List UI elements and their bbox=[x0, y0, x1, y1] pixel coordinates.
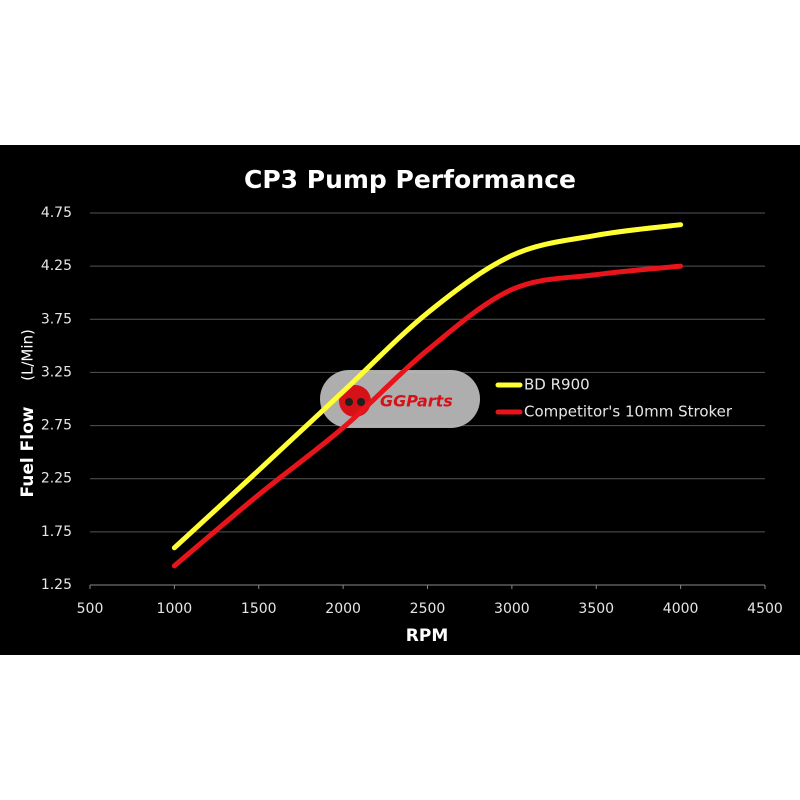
x-tick-label: 3000 bbox=[494, 601, 530, 617]
x-tick-label: 4000 bbox=[663, 601, 699, 617]
x-tick-label: 4500 bbox=[747, 601, 783, 617]
x-tick-label: 3500 bbox=[578, 601, 614, 617]
y-tick-label: 1.75 bbox=[41, 524, 72, 540]
series-line bbox=[171, 222, 684, 551]
x-tick-label: 1000 bbox=[157, 601, 193, 617]
series-line bbox=[171, 263, 684, 569]
watermark: GGParts bbox=[320, 370, 480, 428]
y-tick-label: 2.75 bbox=[41, 418, 72, 434]
legend-label: BD R900 bbox=[524, 376, 590, 394]
watermark-icon-eye bbox=[357, 398, 365, 406]
legend-label: Competitor's 10mm Stroker bbox=[524, 403, 733, 421]
y-axis-unit: (L/Min) bbox=[19, 329, 37, 381]
x-axis-label: RPM bbox=[406, 626, 448, 646]
x-tick-label: 2000 bbox=[325, 601, 361, 617]
y-tick-label: 1.25 bbox=[41, 577, 72, 593]
y-axis-label: Fuel Flow bbox=[18, 406, 38, 497]
chart-title: CP3 Pump Performance bbox=[244, 165, 576, 194]
x-tick-label: 500 bbox=[77, 601, 104, 617]
y-tick-label: 2.25 bbox=[41, 471, 72, 487]
watermark-icon-eye bbox=[345, 398, 353, 406]
y-tick-label: 3.25 bbox=[41, 364, 72, 380]
y-tick-label: 3.75 bbox=[41, 311, 72, 327]
y-tick-label: 4.25 bbox=[41, 258, 72, 274]
x-tick-label: 2500 bbox=[410, 601, 446, 617]
x-tick-label: 1500 bbox=[241, 601, 277, 617]
watermark-text: GGParts bbox=[380, 392, 453, 411]
y-tick-label: 4.75 bbox=[41, 205, 72, 221]
y-axis-label-group: Fuel Flow (L/Min) bbox=[18, 329, 38, 497]
